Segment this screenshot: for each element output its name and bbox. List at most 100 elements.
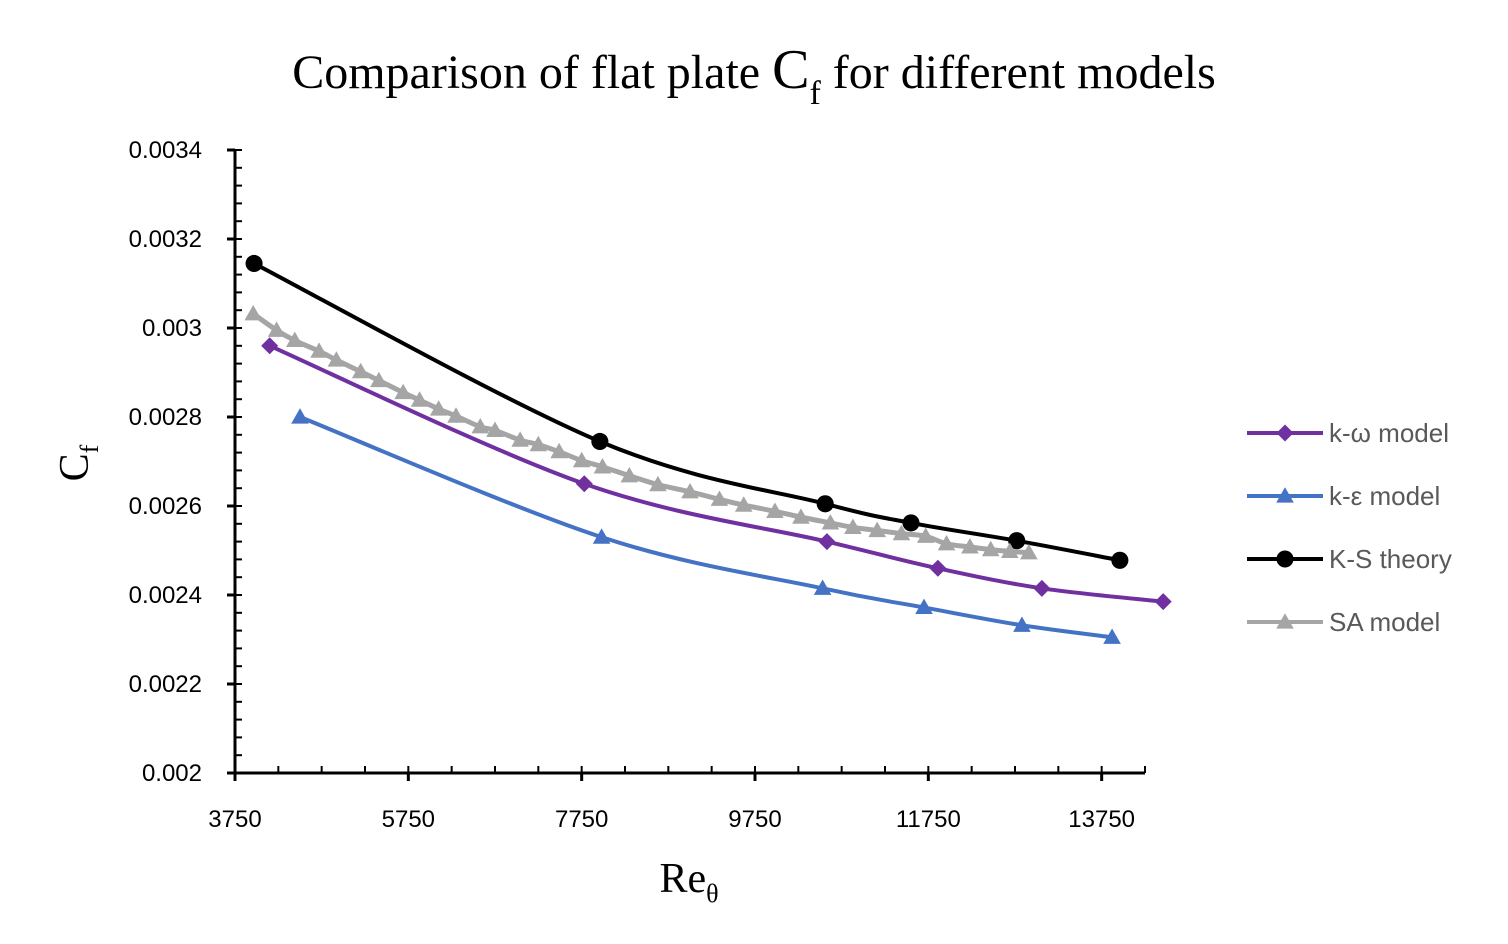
chart-title: Comparison of flat plate Cf for differen… (292, 39, 1216, 112)
legend-label: k-ω model (1329, 418, 1449, 448)
legend-marker (1276, 424, 1294, 442)
data-point (821, 514, 840, 530)
y-tick-label: 0.0034 (129, 137, 202, 164)
chart-title-prefix: Comparison of flat plate (292, 46, 772, 99)
data-point (681, 482, 699, 499)
data-point (261, 337, 279, 355)
data-point (813, 579, 832, 595)
y-tick-label: 0.0024 (129, 582, 202, 609)
data-point (1111, 551, 1129, 569)
x-axis-label-sub: θ (706, 879, 718, 908)
x-tick-label: 7750 (555, 806, 608, 833)
data-point (816, 495, 834, 513)
y-tick-label: 0.002 (142, 760, 202, 787)
legend-label: K-S theory (1329, 544, 1452, 574)
data-point (511, 431, 529, 447)
data-point (916, 527, 935, 543)
data-point (892, 524, 911, 541)
y-axis-label-main: C (52, 453, 98, 481)
x-axis-label: Reθ (659, 856, 718, 908)
x-tick-label: 11750 (896, 806, 961, 833)
data-point (766, 502, 784, 518)
legend: k-ω model k-ε model K-S theory SA model (1247, 418, 1452, 637)
data-point (471, 417, 490, 434)
data-point (792, 508, 810, 524)
data-point (902, 514, 920, 532)
data-point (593, 458, 612, 474)
series-layer (244, 254, 1172, 644)
data-point (447, 407, 465, 423)
legend-label: SA model (1329, 607, 1440, 637)
y-tick-label: 0.003 (142, 315, 202, 342)
data-point (1008, 532, 1026, 550)
x-tick-label: 9750 (728, 806, 781, 833)
data-point (1001, 542, 1019, 558)
data-point (868, 521, 886, 538)
chart-title-suffix: for different models (821, 46, 1216, 99)
legend-item: k-ω model (1247, 418, 1449, 448)
data-point (929, 559, 947, 577)
data-point (286, 331, 304, 348)
data-point (710, 490, 729, 506)
series-line (253, 261, 1121, 563)
y-tick-label: 0.0026 (129, 493, 202, 520)
data-point (429, 400, 448, 416)
data-point (1154, 593, 1172, 611)
data-point (327, 351, 346, 367)
x-axis-label-main: Re (659, 856, 706, 902)
data-point (267, 321, 286, 337)
data-point (529, 435, 548, 452)
series-k-model (291, 408, 1121, 644)
series-k-model (261, 337, 1172, 611)
data-point (245, 254, 263, 273)
svg-text:Cf: Cf (52, 444, 104, 481)
x-tick-label: 13750 (1068, 806, 1135, 833)
data-point (486, 421, 504, 437)
data-point (818, 533, 836, 551)
data-point (620, 466, 639, 483)
x-tick-label: 5750 (382, 806, 435, 833)
data-point (1020, 543, 1038, 560)
legend-marker (1276, 487, 1294, 503)
data-point (734, 496, 753, 512)
data-point (310, 342, 328, 358)
series-sa-model (244, 304, 1038, 560)
legend-item: k-ε model (1247, 481, 1440, 511)
data-point (572, 451, 591, 468)
chart-title-symbol: C (772, 39, 809, 101)
data-point (575, 475, 593, 493)
y-tick-label: 0.0022 (129, 671, 202, 698)
data-point (1103, 628, 1121, 644)
legend-marker (1276, 550, 1294, 568)
data-point (370, 371, 388, 388)
data-point (244, 304, 262, 321)
data-point (961, 538, 979, 554)
data-point (1033, 579, 1051, 597)
chart-title-symbol-sub: f (809, 75, 821, 112)
data-point (1013, 616, 1031, 632)
y-axis-label-sub: f (75, 444, 104, 453)
data-point (937, 535, 956, 551)
data-point (410, 391, 429, 407)
series-line (299, 415, 1113, 640)
data-point (649, 475, 667, 492)
legend-item: SA model (1247, 607, 1440, 637)
data-point (394, 383, 412, 400)
data-point (844, 518, 862, 534)
y-tick-label: 0.0032 (129, 226, 202, 253)
data-point (291, 408, 309, 424)
legend-item: K-S theory (1247, 544, 1452, 574)
data-point (351, 362, 370, 379)
legend-label: k-ε model (1329, 481, 1440, 511)
axes: 0.002 0.0022 0.0024 0.0026 0.0028 0.003 0.0032… (129, 137, 1146, 833)
y-axis-label: Cf (52, 444, 104, 481)
series-k-s-theory (245, 254, 1129, 569)
series-line (268, 343, 1164, 604)
x-tick-label: 3750 (208, 806, 261, 833)
data-point (981, 540, 1000, 557)
data-point (591, 432, 609, 451)
legend-marker (1276, 613, 1294, 629)
y-tick-label: 0.0028 (129, 404, 202, 431)
data-point (550, 442, 568, 459)
